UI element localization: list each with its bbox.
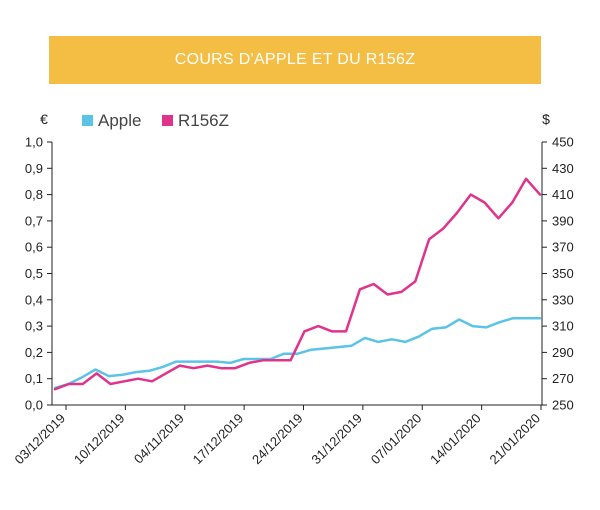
axes-group: 0,0 0,1 0,2 0,3 0,4 0,5 0,6 0,7 0,8 0,9 1,0 250 270 2… bbox=[11, 111, 573, 467]
x-tick-label: 17/12/2019 bbox=[190, 411, 247, 468]
right-tick-label: 290 bbox=[552, 345, 574, 360]
left-tick-label: 0,9 bbox=[25, 161, 43, 176]
series-line-r156z bbox=[53, 177, 542, 391]
right-tick-label: 390 bbox=[552, 213, 574, 228]
right-tick-label: 410 bbox=[552, 187, 574, 202]
x-tick-label: 14/01/2020 bbox=[427, 411, 484, 468]
legend: Apple R156Z bbox=[82, 111, 229, 130]
chart-title: COURS D'APPLE ET DU R156Z bbox=[174, 51, 416, 68]
x-tick-label: 04/11/2019 bbox=[131, 411, 187, 467]
left-tick-label: 0,7 bbox=[25, 213, 43, 228]
x-tick-label: 10/12/2019 bbox=[71, 411, 128, 468]
left-tick-label: 0,3 bbox=[25, 319, 43, 334]
left-tick-label: 1,0 bbox=[25, 135, 43, 150]
right-tick-label: 330 bbox=[552, 292, 574, 307]
legend-label-r156z: R156Z bbox=[178, 111, 229, 130]
right-tick-label: 430 bbox=[552, 161, 574, 176]
series-lines bbox=[53, 177, 542, 391]
series-line-apple bbox=[53, 316, 542, 390]
left-tick-label: 0,1 bbox=[25, 371, 43, 386]
right-tick-label: 270 bbox=[552, 371, 574, 386]
x-tick-label: 07/01/2020 bbox=[368, 411, 425, 468]
left-axis-unit: € bbox=[40, 111, 48, 127]
legend-swatch-r156z bbox=[162, 115, 173, 126]
left-tick-label: 0,5 bbox=[25, 266, 43, 281]
right-tick-label: 450 bbox=[552, 135, 574, 150]
left-tick-label: 0,6 bbox=[25, 240, 43, 255]
right-tick-label: 370 bbox=[552, 240, 574, 255]
x-tick-label: 03/12/2019 bbox=[11, 411, 68, 468]
legend-label-apple: Apple bbox=[98, 111, 141, 130]
legend-swatch-apple bbox=[82, 115, 93, 126]
x-tick-label: 24/12/2019 bbox=[249, 411, 306, 468]
x-tick-label: 31/12/2019 bbox=[308, 411, 365, 468]
left-tick-label: 0,8 bbox=[25, 187, 43, 202]
right-tick-label: 350 bbox=[552, 266, 574, 281]
x-tick-label: 21/01/2020 bbox=[486, 411, 543, 468]
left-tick-label: 0,4 bbox=[25, 292, 43, 307]
chart-title-banner: COURS D'APPLE ET DU R156Z bbox=[49, 36, 541, 84]
left-tick-label: 0,0 bbox=[25, 398, 43, 413]
right-axis-unit: $ bbox=[542, 111, 550, 127]
right-tick-label: 310 bbox=[552, 319, 574, 334]
left-tick-label: 0,2 bbox=[25, 345, 43, 360]
right-tick-label: 250 bbox=[552, 398, 574, 413]
